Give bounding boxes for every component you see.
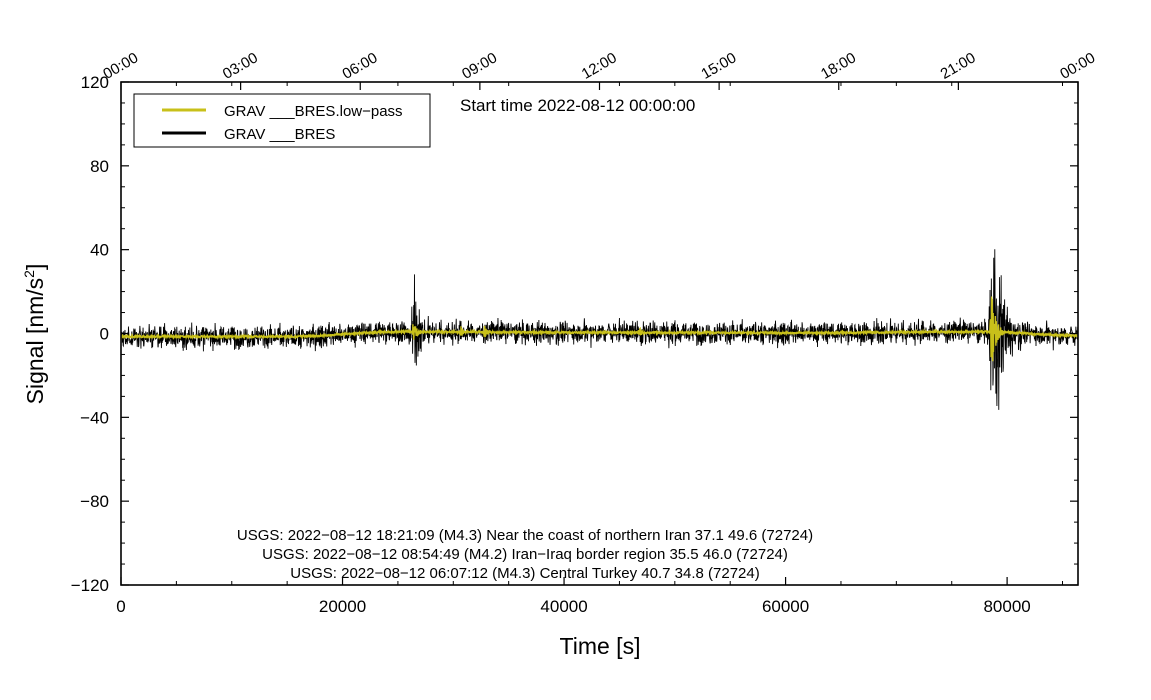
y-tick-label: 80: [90, 157, 109, 176]
y-tick-label: −40: [80, 408, 109, 427]
x-axis: 0 20000 40000 60000 80000: [116, 577, 1031, 616]
y-tick-label: 0: [100, 325, 109, 344]
legend-label-lowpass: GRAV ___BRES.low−pass: [224, 103, 403, 120]
x-tick-label: 60000: [762, 597, 809, 616]
y-tick-label: −80: [80, 492, 109, 511]
series-grav-bres: [121, 249, 1078, 410]
series-grav-bres-lowpass: [121, 296, 1078, 362]
y-tick-label: 120: [81, 73, 109, 92]
event-annotation-3: USGS: 2022−08−12 06:07:12 (M4.3) Central…: [290, 565, 759, 582]
legend: GRAV ___BRES.low−pass GRAV ___BRES: [133, 93, 431, 148]
y-axis: 120 80 40 0 −40 −80 −120: [71, 73, 1078, 595]
legend-box: [133, 93, 431, 148]
x-tick-label: 0: [116, 597, 125, 616]
y-axis-title-text: Signal [nm/s: [22, 278, 48, 405]
legend-label-raw: GRAV ___BRES: [224, 126, 335, 143]
x-tick-label: 40000: [540, 597, 587, 616]
event-annotation-2: USGS: 2022−08−12 08:54:49 (M4.2) Iran−Ir…: [262, 546, 788, 563]
x-tick-label: 80000: [983, 597, 1030, 616]
y-axis-title: Signal [nm/s2]: [21, 264, 48, 405]
series-line-grav-bres: [121, 249, 1078, 410]
y-axis-title-close: ]: [22, 264, 48, 270]
y-tick-label: 40: [90, 241, 109, 260]
start-time-label: Start time 2022-08-12 00:00:00: [460, 96, 695, 115]
x-tick-label: 20000: [319, 597, 366, 616]
event-annotation-1: USGS: 2022−08−12 18:21:09 (M4.3) Near th…: [237, 527, 813, 544]
y-axis-title-exponent: 2: [21, 270, 37, 278]
series-line-grav-bres-lowpass: [121, 296, 1078, 362]
y-tick-label: −120: [71, 576, 109, 595]
x-axis-title: Time [s]: [560, 633, 641, 659]
